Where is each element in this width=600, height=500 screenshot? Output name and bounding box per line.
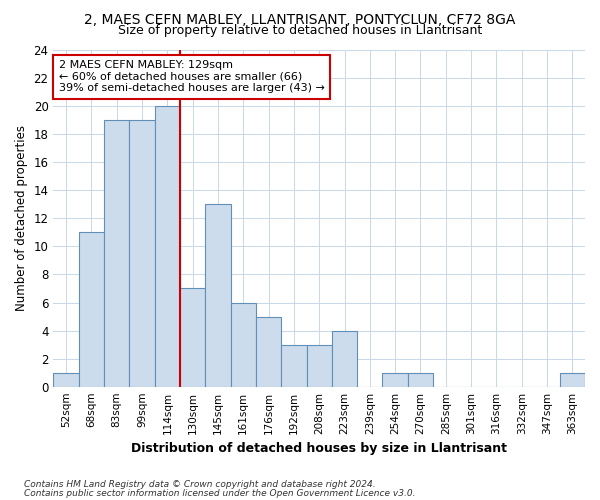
Bar [155,106,180,386]
X-axis label: Distribution of detached houses by size in Llantrisant: Distribution of detached houses by size … [131,442,507,455]
Text: 2, MAES CEFN MABLEY, LLANTRISANT, PONTYCLUN, CF72 8GA: 2, MAES CEFN MABLEY, LLANTRISANT, PONTYC… [85,12,515,26]
Bar [205,204,230,386]
Bar [230,302,256,386]
Bar [53,372,79,386]
Bar [332,330,357,386]
Bar [256,316,281,386]
Bar [408,372,433,386]
Bar [560,372,585,386]
Bar [281,344,307,387]
Text: Size of property relative to detached houses in Llantrisant: Size of property relative to detached ho… [118,24,482,37]
Bar [104,120,130,386]
Y-axis label: Number of detached properties: Number of detached properties [15,126,28,312]
Bar [130,120,155,386]
Text: Contains HM Land Registry data © Crown copyright and database right 2024.: Contains HM Land Registry data © Crown c… [24,480,376,489]
Text: Contains public sector information licensed under the Open Government Licence v3: Contains public sector information licen… [24,488,415,498]
Bar [382,372,408,386]
Bar [180,288,205,386]
Text: 2 MAES CEFN MABLEY: 129sqm
← 60% of detached houses are smaller (66)
39% of semi: 2 MAES CEFN MABLEY: 129sqm ← 60% of deta… [59,60,325,94]
Bar [307,344,332,387]
Bar [79,232,104,386]
